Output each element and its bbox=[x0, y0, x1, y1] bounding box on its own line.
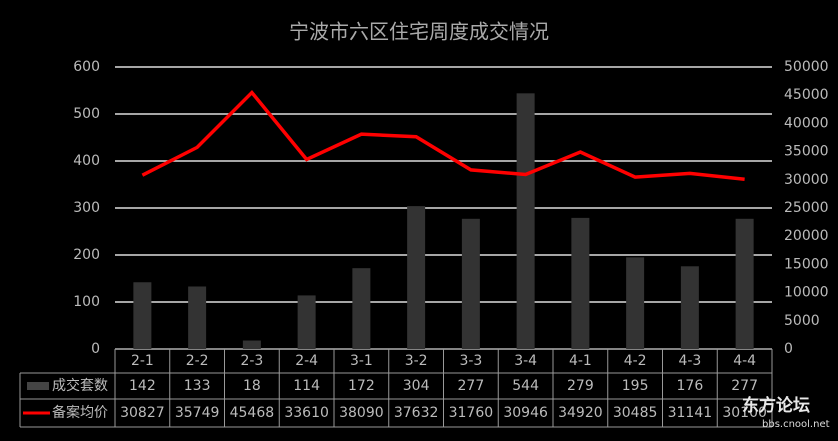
table-value: 35749 bbox=[175, 405, 220, 421]
bar bbox=[626, 257, 645, 349]
legend-label: 成交套数 bbox=[52, 377, 108, 394]
y-tick-label: 400 bbox=[73, 153, 100, 169]
table-value: 277 bbox=[731, 378, 758, 394]
x-tick-label: 2-2 bbox=[186, 353, 209, 369]
bar bbox=[516, 93, 535, 349]
table-value: 33610 bbox=[284, 405, 329, 421]
bar bbox=[735, 218, 754, 349]
table-value: 30100 bbox=[722, 405, 767, 421]
table-value: 304 bbox=[403, 378, 430, 394]
bar bbox=[188, 286, 207, 349]
table-value: 18 bbox=[243, 378, 261, 394]
x-tick-label: 2-4 bbox=[295, 353, 318, 369]
x-tick-label: 4-3 bbox=[678, 353, 701, 369]
legend-label: 备案均价 bbox=[52, 404, 108, 421]
table-value: 31760 bbox=[449, 405, 494, 421]
y-tick-label: 200 bbox=[73, 247, 100, 263]
table-value: 133 bbox=[184, 378, 211, 394]
table-value: 45468 bbox=[230, 405, 275, 421]
table-value: 34920 bbox=[558, 405, 603, 421]
table-value: 30827 bbox=[120, 405, 165, 421]
bar bbox=[571, 217, 590, 349]
x-tick-label: 4-2 bbox=[624, 353, 647, 369]
y2-tick-label: 5000 bbox=[784, 313, 820, 329]
chart-title: 宁波市六区住宅周度成交情况 bbox=[289, 20, 549, 44]
x-tick-label: 4-4 bbox=[733, 353, 756, 369]
table-value: 544 bbox=[512, 378, 539, 394]
bar bbox=[133, 282, 152, 349]
x-tick-label: 3-2 bbox=[405, 353, 428, 369]
bar bbox=[407, 206, 426, 349]
y-tick-label: 300 bbox=[73, 200, 100, 216]
line bbox=[141, 89, 745, 181]
y-tick-label: 0 bbox=[91, 341, 100, 357]
y2-tick-label: 30000 bbox=[784, 172, 829, 188]
y-tick-label: 100 bbox=[73, 294, 100, 310]
table-value: 31141 bbox=[668, 405, 713, 421]
y-tick-label: 500 bbox=[73, 106, 100, 122]
legend-swatch bbox=[27, 382, 49, 390]
bar bbox=[680, 266, 699, 349]
x-tick-label: 3-3 bbox=[459, 353, 482, 369]
bar bbox=[461, 218, 480, 349]
x-tick-label: 3-4 bbox=[514, 353, 537, 369]
table-value: 30485 bbox=[613, 405, 658, 421]
y2-tick-label: 15000 bbox=[784, 256, 829, 272]
y-tick-label: 600 bbox=[73, 59, 100, 75]
table-value: 37632 bbox=[394, 405, 439, 421]
y2-tick-label: 50000 bbox=[784, 59, 829, 75]
y2-tick-label: 20000 bbox=[784, 228, 829, 244]
x-tick-label: 4-1 bbox=[569, 353, 592, 369]
bar bbox=[242, 340, 261, 349]
bar bbox=[352, 268, 371, 349]
x-tick-label: 2-3 bbox=[240, 353, 263, 369]
bar bbox=[297, 295, 316, 349]
table-value: 30946 bbox=[503, 405, 548, 421]
watermark: 东方论坛 bbox=[742, 395, 810, 416]
table-value: 176 bbox=[677, 378, 704, 394]
watermark: bbs.cnool.net bbox=[762, 419, 830, 430]
x-tick-label: 3-1 bbox=[350, 353, 373, 369]
y2-tick-label: 35000 bbox=[784, 144, 829, 160]
y2-tick-label: 45000 bbox=[784, 87, 829, 103]
x-tick-label: 2-1 bbox=[131, 353, 154, 369]
table-value: 172 bbox=[348, 378, 375, 394]
table-value: 38090 bbox=[339, 405, 384, 421]
table-value: 114 bbox=[293, 378, 320, 394]
table-value: 279 bbox=[567, 378, 594, 394]
y2-tick-label: 40000 bbox=[784, 115, 829, 131]
y2-tick-label: 25000 bbox=[784, 200, 829, 216]
y2-tick-label: 10000 bbox=[784, 285, 829, 301]
table-value: 195 bbox=[622, 378, 649, 394]
y2-tick-label: 0 bbox=[784, 341, 793, 357]
table-value: 142 bbox=[129, 378, 156, 394]
table-value: 277 bbox=[458, 378, 485, 394]
